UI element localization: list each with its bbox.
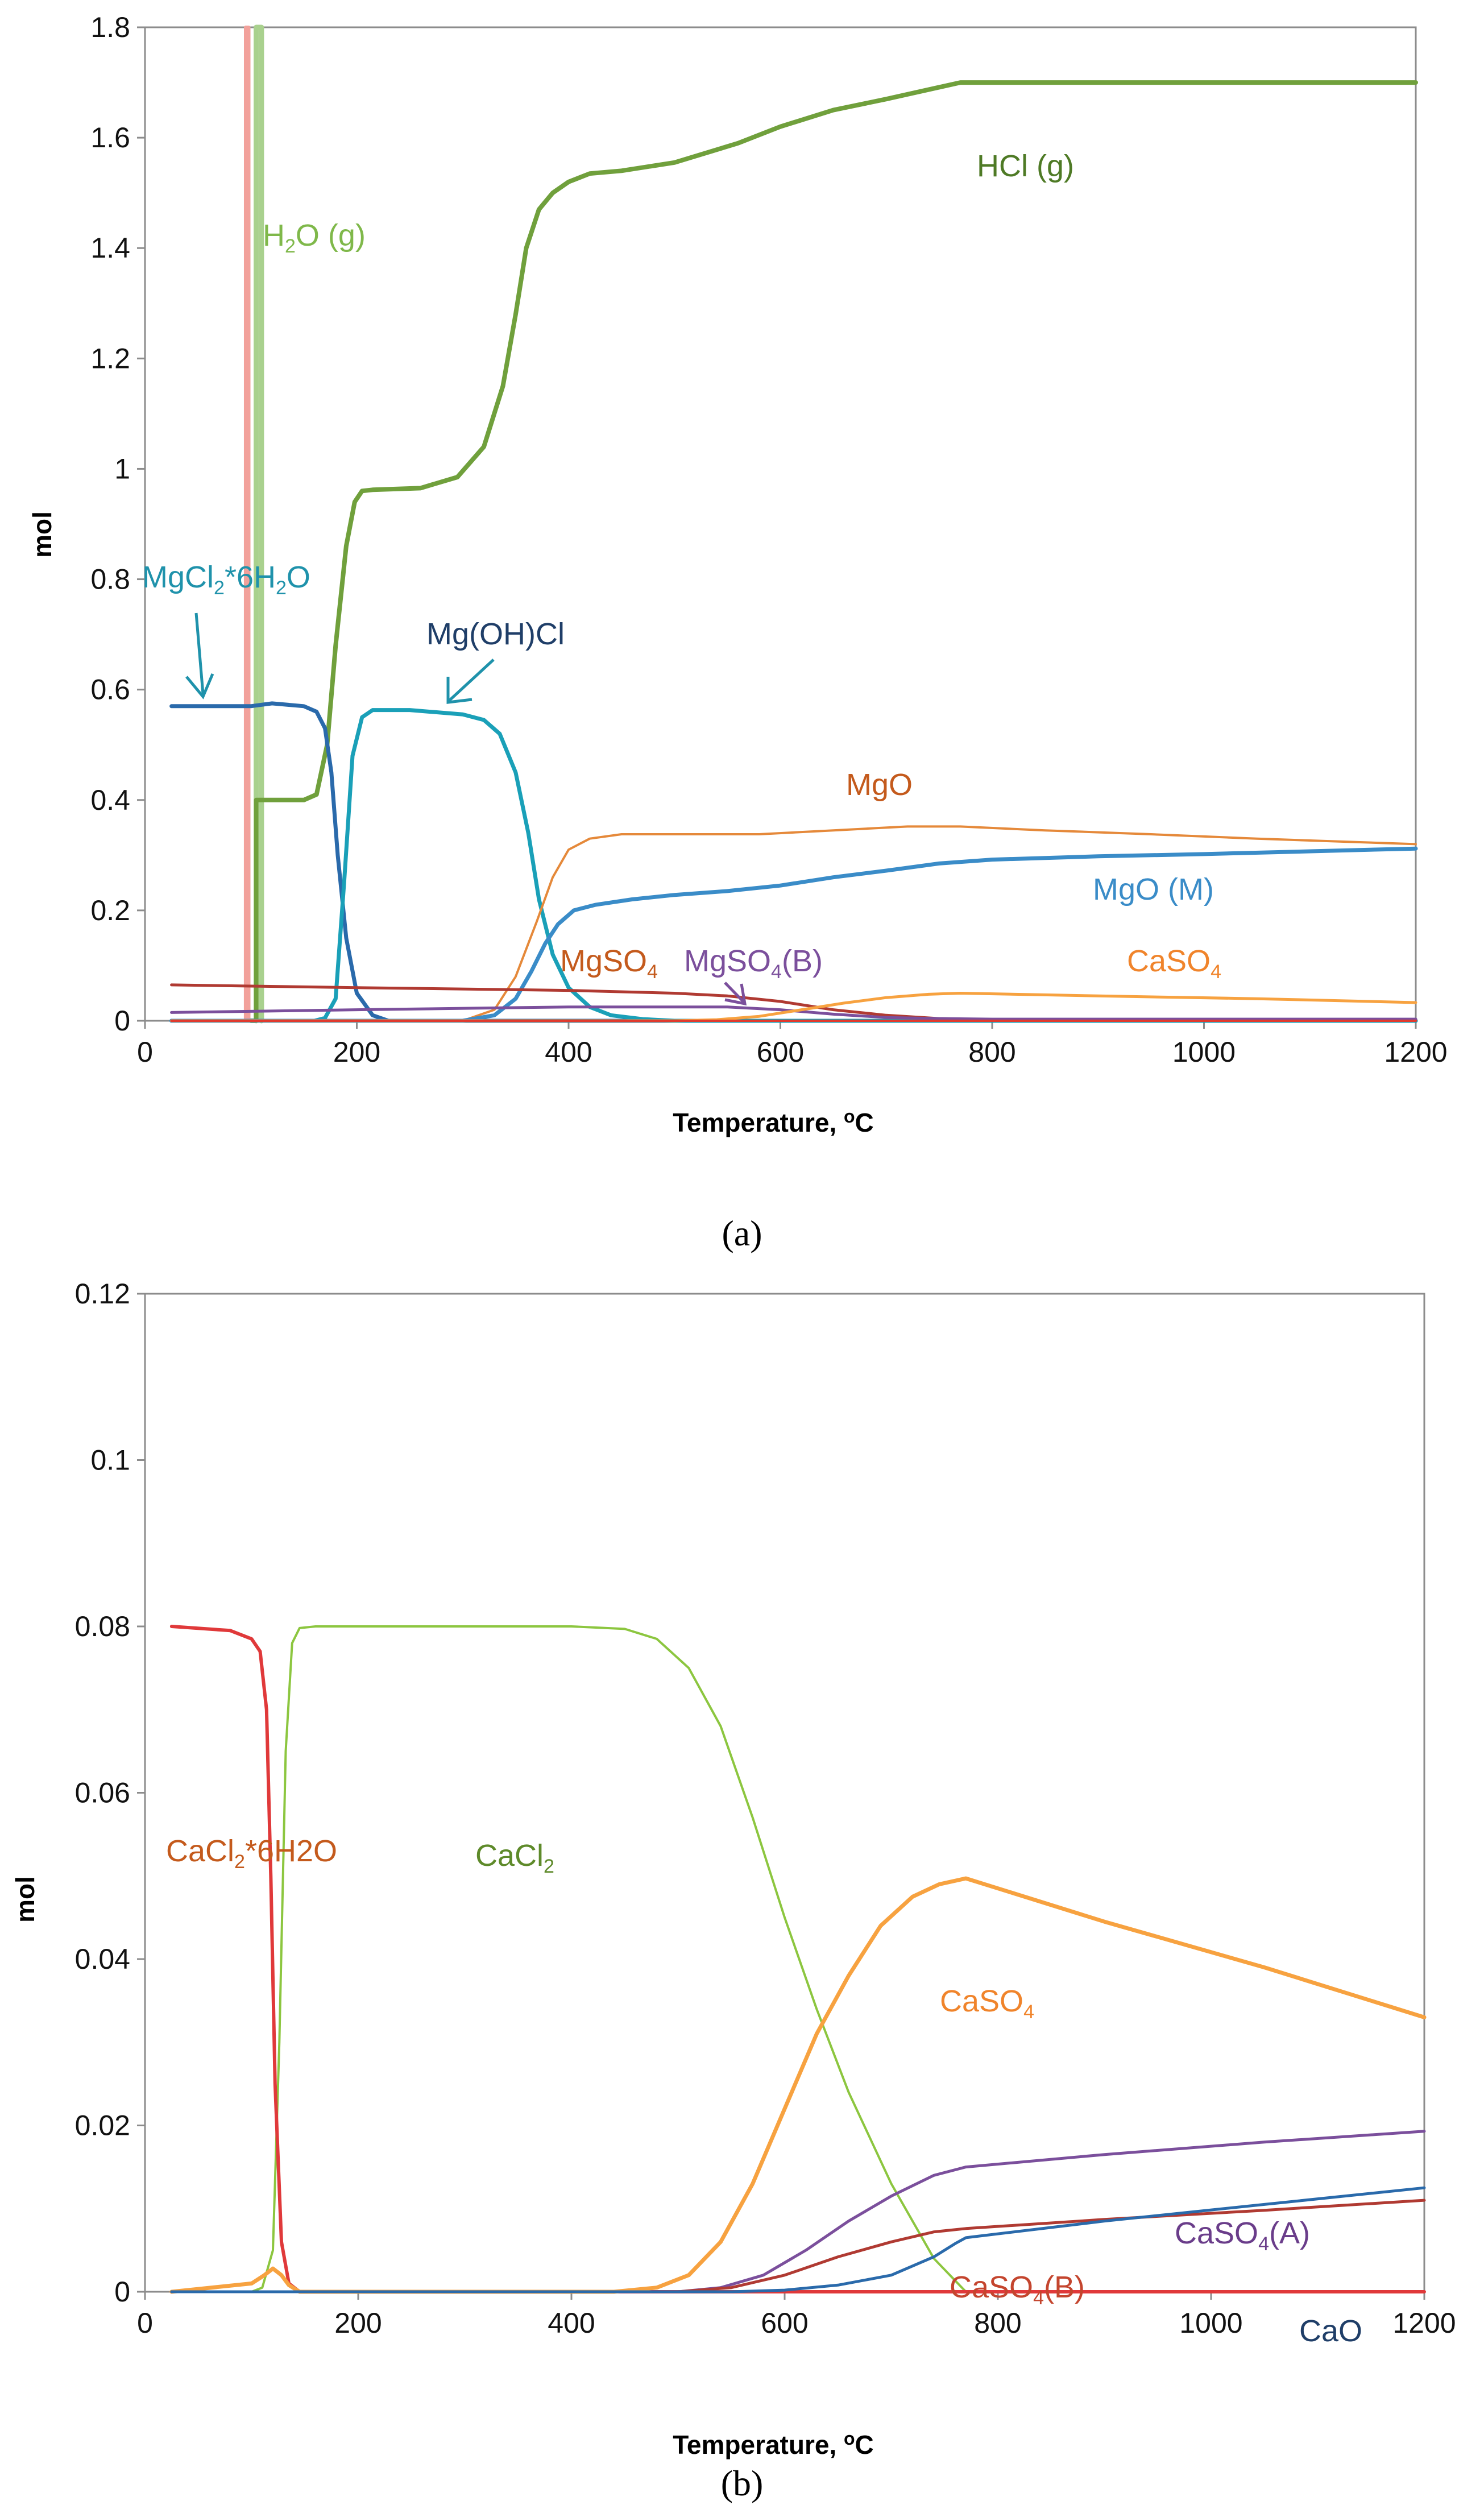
label-mgo: MgO (846, 768, 913, 802)
label-cao: CaO (1299, 2314, 1362, 2348)
chart-b-y-axis-title: mol (10, 1876, 40, 1923)
arrow-mgcl2-6h2o (194, 612, 205, 694)
y-tick-label: 0.1 (90, 1444, 130, 1476)
x-tick-label: 200 (334, 2307, 382, 2339)
y-tick-label: 1.6 (90, 122, 130, 154)
arrow-mgcl2-6h2o-head (185, 673, 214, 699)
y-tick-label: 1.4 (90, 232, 130, 264)
y-tick-label: 0.06 (75, 1777, 130, 1809)
chart-a-x-axis-title: Temperature, oC (673, 1106, 874, 1137)
label-mgso4-b: MgSO4(B) (684, 944, 823, 983)
arrow-mgso4-b-head (724, 983, 747, 1006)
label-cacl2: CaCl2 (475, 1839, 554, 1877)
plot-frame (144, 26, 1417, 1022)
x-tick-label: 200 (333, 1036, 380, 1068)
x-tick-label: 1200 (1384, 1036, 1447, 1068)
series-line-hcl-g (248, 80, 1418, 1023)
label-caso4: CaSO4 (1127, 944, 1221, 983)
plot-frame (144, 1293, 1425, 2293)
caption-b: (b) (721, 2463, 764, 2503)
series-line-mg-oh-cl (169, 708, 1418, 1023)
label-caso4: CaSO4 (940, 1984, 1034, 2023)
x-tick-label: 1200 (1392, 2307, 1456, 2339)
y-tick-label: 0.02 (75, 2110, 130, 2142)
x-tick-label: 600 (757, 1036, 804, 1068)
x-tick-label: 600 (761, 2307, 808, 2339)
series-line-mgso4-b (170, 1005, 1417, 1021)
x-tick-label: 0 (137, 2307, 153, 2339)
label-caso4-b: CaSO4(B) (950, 2270, 1085, 2309)
y-tick-label: 0.8 (90, 564, 130, 595)
y-tick-label: 0.04 (75, 1943, 130, 1975)
y-tick-label: 0 (114, 2276, 130, 2308)
label-mgso4: MgSO4 (560, 944, 658, 983)
x-tick-label: 1000 (1172, 1036, 1236, 1068)
label-h2o-g: H2O (g) (263, 218, 366, 257)
label-mg-oh-cl: Mg(OH)Cl (426, 617, 565, 651)
chart-a-arrows (185, 612, 747, 1006)
caption-a: (a) (722, 1213, 762, 1253)
series-line-mgcl2-6h2o (169, 701, 1418, 1023)
series-line-cao (170, 2186, 1426, 2293)
chart-a-axes: 0 0.2 0.4 0.6 0.8 1 1.2 1.4 1.6 1.8 0 200 400 600 800 1… (90, 11, 1447, 1068)
series-line-h2o-g (254, 24, 264, 1024)
arrow-mg-oh-cl (448, 659, 495, 702)
label-caso4-a: CaSO4(A) (1175, 2216, 1310, 2255)
series-line-h2o-g-pink (243, 26, 251, 1022)
label-hcl-g: HCl (g) (977, 149, 1074, 183)
x-tick-label: 800 (968, 1036, 1015, 1068)
y-tick-label: 0.08 (75, 1610, 130, 1642)
x-tick-label: 400 (548, 2307, 595, 2339)
chart-panel-a: 0 0.2 0.4 0.6 0.8 1 1.2 1.4 1.6 1.8 0 200 400 600 800 1… (27, 11, 1448, 1137)
y-tick-label: 0 (114, 1005, 130, 1037)
chart-a-y-axis-title: mol (27, 511, 57, 558)
y-tick-label: 0.4 (90, 784, 130, 816)
chart-b-axes: 0 0.02 0.04 0.06 0.08 0.1 0.12 0 200 400 600 800 100… (75, 1278, 1456, 2339)
y-tick-label: 1.2 (90, 342, 130, 374)
chart-panel-b: 0 0.02 0.04 0.06 0.08 0.1 0.12 0 200 400 600 800 100… (10, 1278, 1456, 2460)
x-tick-label: 800 (974, 2307, 1021, 2339)
y-tick-label: 0.12 (75, 1278, 130, 1310)
y-tick-label: 0.2 (90, 895, 130, 926)
y-tick-label: 1 (114, 453, 130, 485)
chart-a-series (169, 24, 1418, 1024)
series-line-caso4 (169, 1876, 1427, 2294)
y-tick-label: 0.6 (90, 674, 130, 706)
label-mgcl2-6h2o: MgCl2*6H2O (142, 560, 310, 599)
y-tick-label: 1.8 (90, 11, 130, 43)
chart-b-x-axis-title: Temperature, oC (673, 2428, 874, 2460)
series-line-mgo (170, 825, 1417, 1022)
arrow-mg-oh-cl-head (446, 677, 472, 704)
x-tick-label: 0 (137, 1036, 153, 1068)
label-cacl2-6h2o: CaCl2*6H2O (166, 1834, 337, 1873)
arrow-mgso4-b (724, 982, 745, 1003)
label-mgo-m: MgO (M) (1093, 872, 1214, 906)
x-tick-label: 400 (545, 1036, 592, 1068)
chart-b-series (169, 1625, 1427, 2294)
x-tick-label: 1000 (1179, 2307, 1242, 2339)
